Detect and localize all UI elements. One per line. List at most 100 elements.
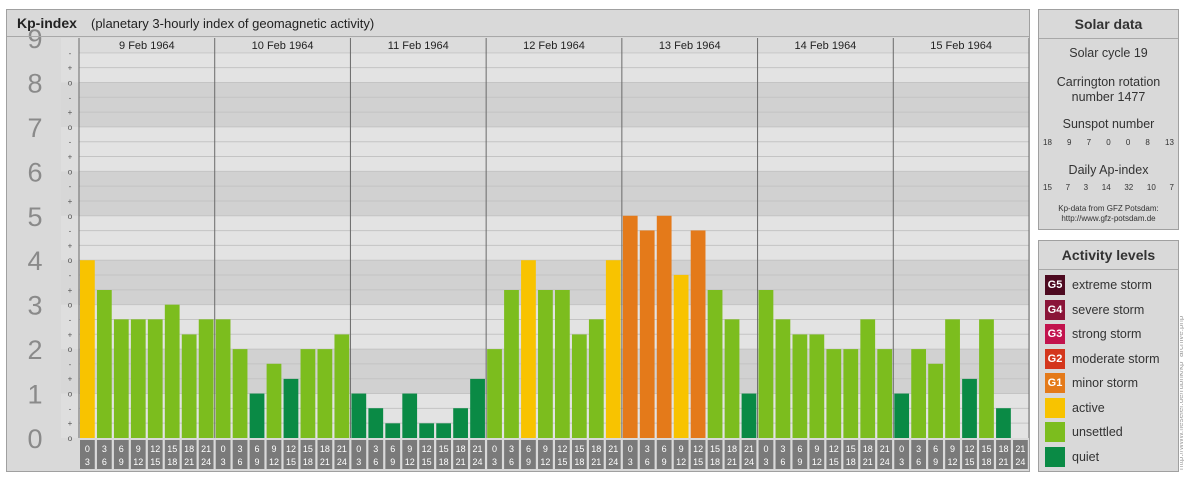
interval-end-label: 3: [356, 457, 361, 467]
interval-box: [334, 440, 350, 469]
interval-start-label: 15: [846, 444, 856, 454]
interval-start-label: 18: [320, 444, 330, 454]
interval-end-label: 6: [373, 457, 378, 467]
interval-end-label: 3: [763, 457, 768, 467]
bar-1-6: [317, 349, 333, 438]
interval-start-label: 18: [998, 444, 1008, 454]
interval-end-label: 3: [221, 457, 226, 467]
bar-2-3: [402, 393, 418, 438]
interval-end-label: 12: [812, 457, 822, 467]
subtick-label: -: [69, 360, 72, 369]
kp-chart-panel: o + - o + - o + - o + - o + - o + - o + - o + - o + -0 1 2 3 4 5 6 7 8 9 9 F…: [6, 9, 1030, 472]
interval-start-label: 18: [591, 444, 601, 454]
interval-box: [113, 440, 129, 469]
interval-box: [962, 440, 977, 469]
interval-start-label: 18: [184, 444, 194, 454]
subtick-label: o: [68, 123, 73, 132]
bar-6-1: [911, 349, 927, 438]
bar-1-1: [232, 349, 248, 438]
interval-start-label: 0: [492, 444, 497, 454]
ap-value-3: 14: [1101, 183, 1111, 192]
ap-value-6: 7: [1169, 183, 1174, 192]
interval-box: [266, 440, 282, 469]
interval-start-label: 21: [337, 444, 347, 454]
kp-tick-label: 6: [27, 157, 42, 187]
interval-end-label: 15: [693, 457, 703, 467]
interval-end-label: 3: [85, 457, 90, 467]
interval-box: [487, 440, 502, 469]
kp-tick-label: 4: [27, 246, 42, 276]
legend-swatch: G3: [1045, 324, 1065, 344]
subtick-label: +: [68, 330, 73, 339]
legend-swatch: [1045, 397, 1065, 418]
day-label: 15 Feb 1964: [930, 40, 992, 52]
interval-box: [402, 440, 418, 469]
interval-end-label: 12: [405, 457, 415, 467]
sunspot-value-1: 9: [1067, 138, 1072, 147]
subtick-label: o: [68, 390, 73, 399]
interval-start-label: 15: [439, 444, 449, 454]
interval-start-label: 6: [255, 444, 260, 454]
interval-box: [555, 440, 570, 469]
bar-3-4: [555, 290, 570, 438]
interval-start-label: 18: [863, 444, 873, 454]
bar-2-1: [368, 408, 384, 438]
legend-label: unsettled: [1072, 425, 1123, 439]
legend-label: active: [1072, 400, 1105, 415]
interval-end-label: 18: [303, 457, 313, 467]
interval-end-label: 21: [591, 457, 601, 467]
interval-end-label: 15: [829, 457, 839, 467]
interval-start-label: 3: [102, 444, 107, 454]
bar-5-4: [826, 349, 842, 438]
subtick-label: +: [68, 286, 73, 295]
bar-0-3: [130, 319, 146, 438]
bar-6-0: [894, 393, 910, 438]
interval-end-label: 21: [998, 457, 1008, 467]
subtick-label: +: [68, 64, 73, 73]
interval-box: [996, 440, 1011, 469]
sunspot-value-0: 18: [1043, 138, 1052, 147]
interval-start-label: 15: [981, 444, 991, 454]
bar-1-3: [266, 363, 282, 438]
interval-start-label: 18: [456, 444, 466, 454]
interval-box: [792, 440, 808, 469]
interval-box: [300, 440, 316, 469]
interval-end-label: 24: [880, 457, 890, 467]
interval-box: [419, 440, 435, 469]
interval-start-label: 12: [829, 444, 839, 454]
bar-5-2: [792, 334, 808, 438]
interval-end-label: 21: [863, 457, 873, 467]
interval-box: [571, 440, 587, 469]
solar-data-panel: Solar data Solar cycle 19 Carrington rot…: [1038, 9, 1179, 230]
bar-1-0: [215, 319, 231, 438]
interval-start-label: 21: [1015, 444, 1025, 454]
bar-3-2: [521, 260, 536, 438]
legend-label: strong storm: [1072, 327, 1142, 341]
interval-end-label: 12: [269, 457, 279, 467]
subtick-label: -: [69, 138, 72, 147]
subtick-column: [61, 38, 79, 438]
interval-start-label: 3: [238, 444, 243, 454]
bar-5-7: [877, 349, 893, 438]
subtick-label: +: [68, 108, 73, 117]
interval-box: [147, 440, 163, 469]
ap-value-4: 32: [1124, 183, 1134, 192]
interval-box: [894, 440, 910, 469]
ap-value-0: 15: [1043, 183, 1052, 192]
interval-end-label: 18: [981, 457, 991, 467]
ap-value-1: 7: [1065, 183, 1071, 192]
interval-end-label: 18: [439, 457, 449, 467]
subtick-label: o: [68, 256, 73, 265]
bar-1-5: [300, 349, 316, 438]
interval-box: [198, 440, 214, 469]
legend-item-severe-storm: G4 severe storm: [1045, 299, 1144, 320]
interval-end-label: 6: [780, 457, 785, 467]
interval-start-label: 0: [763, 444, 768, 454]
day-label: 9 Feb 1964: [119, 40, 175, 52]
bar-0-0: [80, 260, 95, 438]
bar-6-5: [979, 319, 994, 438]
interval-end-label: 21: [184, 457, 194, 467]
interval-box: [843, 440, 859, 469]
interval-box: [911, 440, 927, 469]
interval-box: [775, 440, 791, 469]
